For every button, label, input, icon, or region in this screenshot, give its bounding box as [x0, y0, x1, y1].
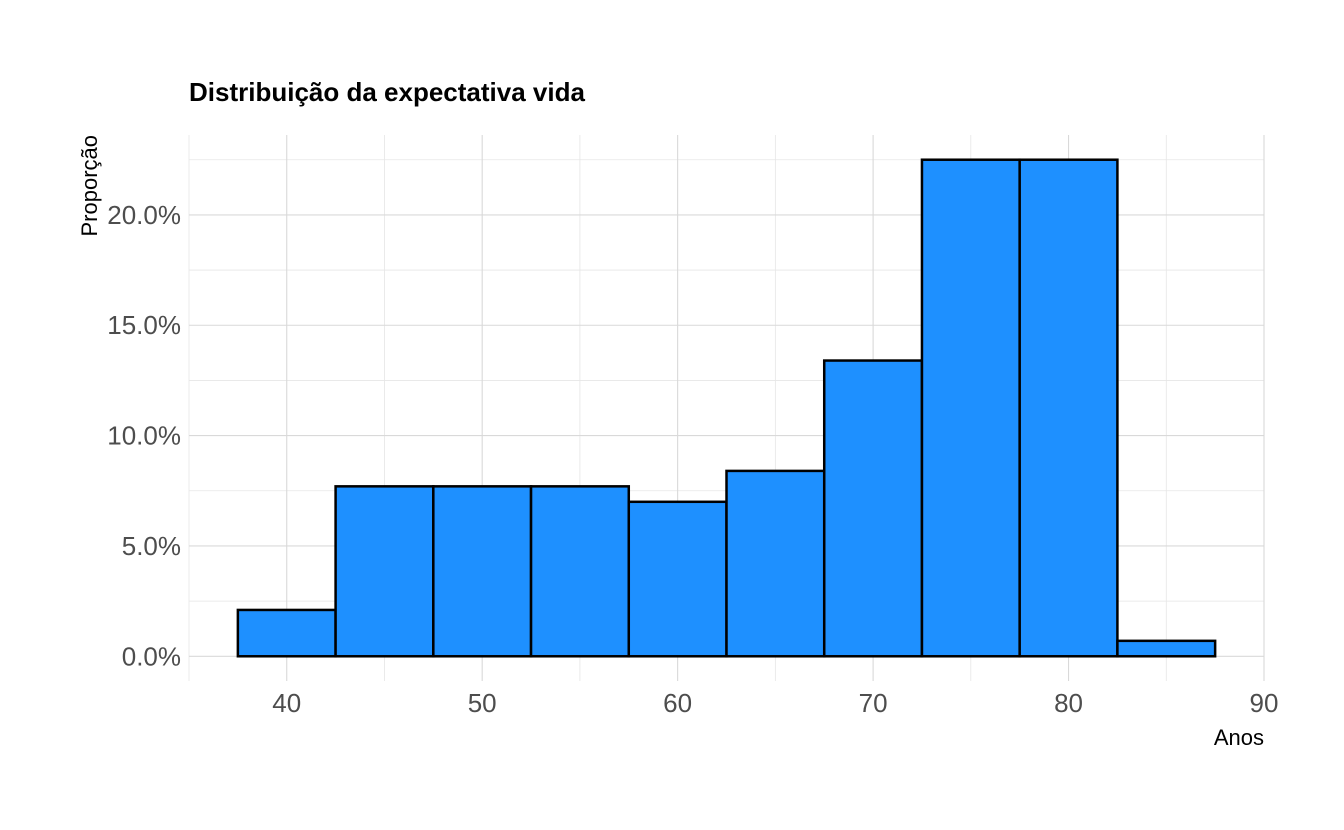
- histogram-bar-5: [725, 469, 826, 658]
- y-tick-label: 0.0%: [122, 641, 181, 671]
- histogram-bar-6: [822, 359, 924, 658]
- histogram-bar-8: [1018, 158, 1119, 658]
- x-tick-label: 60: [663, 688, 692, 718]
- x-tick-label: 50: [468, 688, 497, 718]
- x-tick-label: 80: [1054, 688, 1083, 718]
- x-axis-title: Anos: [1214, 725, 1264, 750]
- x-tick-label: 70: [859, 688, 888, 718]
- histogram-bar-3: [529, 485, 631, 658]
- x-axis-ticks: 40 50 60 70 80 90: [272, 688, 1278, 718]
- x-tick-label: 90: [1250, 688, 1279, 718]
- histogram-bar-1: [334, 485, 435, 658]
- histogram-bar-0: [236, 608, 337, 658]
- x-tick-label: 40: [272, 688, 301, 718]
- y-tick-label: 15.0%: [107, 310, 181, 340]
- histogram-bar-9: [1116, 639, 1217, 658]
- y-tick-label: 5.0%: [122, 531, 181, 561]
- histogram-bar-4: [627, 500, 728, 658]
- y-tick-label: 20.0%: [107, 200, 181, 230]
- histogram-bar-7: [920, 158, 1021, 658]
- y-axis-ticks: 0.0% 5.0% 10.0% 15.0% 20.0%: [107, 200, 181, 671]
- histogram-bar-2: [432, 485, 533, 658]
- y-tick-label: 10.0%: [107, 421, 181, 451]
- chart-title: Distribuição da expectativa vida: [189, 77, 585, 107]
- y-axis-title: Proporção: [77, 135, 102, 237]
- bars: [236, 158, 1217, 658]
